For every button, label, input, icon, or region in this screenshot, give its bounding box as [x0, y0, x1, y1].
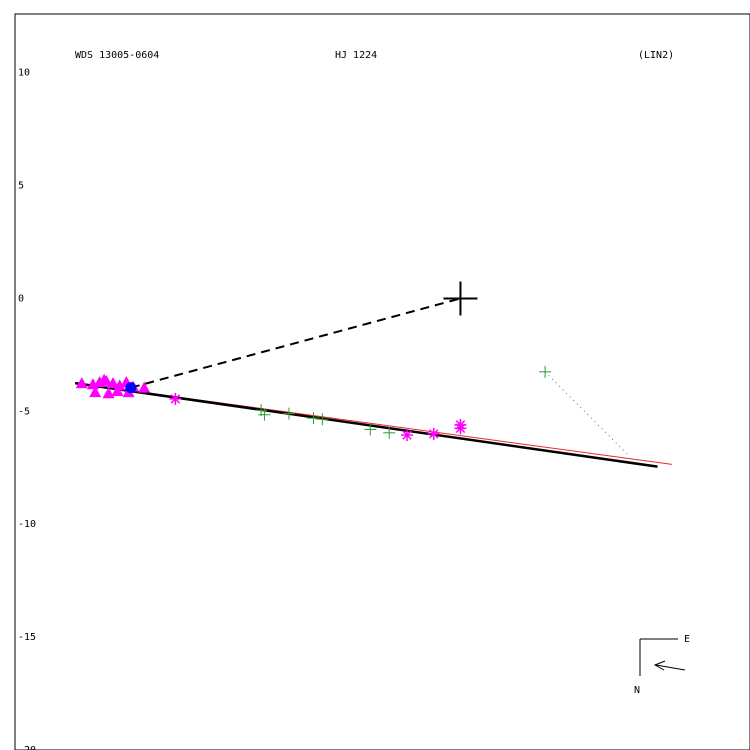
y-tick-label: 0 [18, 293, 24, 304]
observation-plus-mark [539, 365, 552, 378]
observation-triangle-mark [102, 387, 115, 399]
observation-plus-mark [307, 412, 320, 425]
observation-marks [75, 365, 552, 442]
y-tick-label: -15 [18, 632, 36, 643]
asterisk-stroke [455, 423, 466, 434]
y-axis-ticks: 10 5 0 -5 -10 -15 -20 [18, 68, 36, 750]
asterisk-stroke [170, 394, 181, 404]
observation-asterisk-mark [454, 422, 467, 435]
residual-link-line [544, 371, 631, 457]
asterisk-stroke [428, 429, 439, 439]
observation-plus-mark [282, 407, 295, 420]
motion-arrow-head [653, 660, 666, 671]
observation-triangle-mark [107, 377, 119, 389]
compass-east-label: E [684, 634, 690, 645]
observation-plus-mark [258, 408, 271, 421]
y-tick-label: -5 [18, 406, 30, 417]
header-wds-id: WDS 13005-0604 [75, 50, 159, 61]
observation-plus-mark [364, 423, 377, 436]
compass-north-label: N [634, 685, 640, 696]
observation-asterisk-mark [169, 392, 182, 405]
observation-triangle-mark [98, 373, 111, 385]
observation-asterisk-mark [427, 427, 440, 440]
y-tick-label: -10 [18, 519, 36, 530]
compass: E N [634, 634, 690, 696]
observation-triangle-mark [138, 381, 151, 393]
orbit-fit-line [74, 381, 658, 468]
observation-asterisk-mark [401, 429, 413, 442]
header-method: (LIN2) [638, 50, 674, 61]
observation-triangle-mark [89, 386, 102, 398]
observation-plus-mark [255, 404, 268, 417]
observation-plus-mark [383, 426, 396, 439]
primary-link-dashed-line [130, 297, 461, 389]
header-discoverer: HJ 1224 [335, 50, 377, 61]
observation-triangle-mark [111, 385, 124, 397]
asterisk-stroke [402, 430, 412, 440]
observation-plus-mark [316, 413, 329, 426]
observation-triangle-mark [75, 377, 88, 389]
plot-frame [14, 13, 750, 750]
y-tick-label: 10 [18, 68, 30, 79]
y-tick-label: 5 [18, 181, 24, 192]
orbit-lines [74, 281, 673, 468]
observation-circle-mark [125, 382, 137, 394]
y-tick-label: -20 [18, 745, 36, 750]
motion-arrow-shaft [655, 664, 686, 671]
